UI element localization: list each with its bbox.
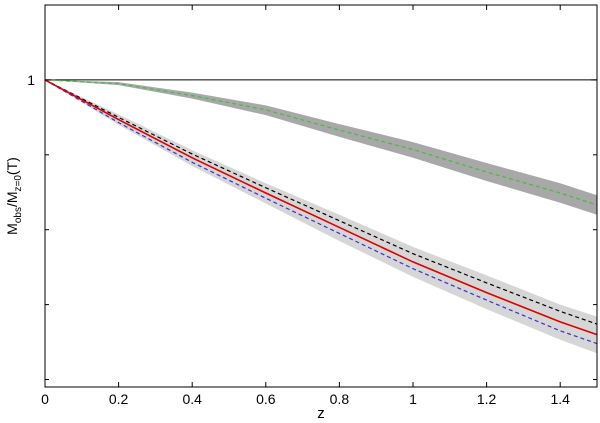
x-tick-label: 0.8 [330, 391, 350, 407]
line [44, 79, 598, 345]
x-tick-label: 1 [409, 391, 417, 407]
band [45, 79, 597, 354]
plot-frame [44, 4, 598, 388]
x-tick-label: 0.6 [256, 391, 276, 407]
line [44, 79, 598, 336]
x-tick-label: 0 [41, 391, 49, 407]
band [45, 79, 597, 215]
x-tick-label: 1.4 [550, 391, 570, 407]
y-axis-label: Mobs/Mz=0(T) [4, 157, 24, 235]
line [44, 79, 598, 206]
x-axis-label: z [317, 405, 325, 422]
x-tick-label: 1.2 [477, 391, 497, 407]
y-tick-label: 1 [27, 72, 35, 88]
x-tick-label: 0.2 [109, 391, 129, 407]
x-tick-label: 0.4 [182, 391, 202, 407]
